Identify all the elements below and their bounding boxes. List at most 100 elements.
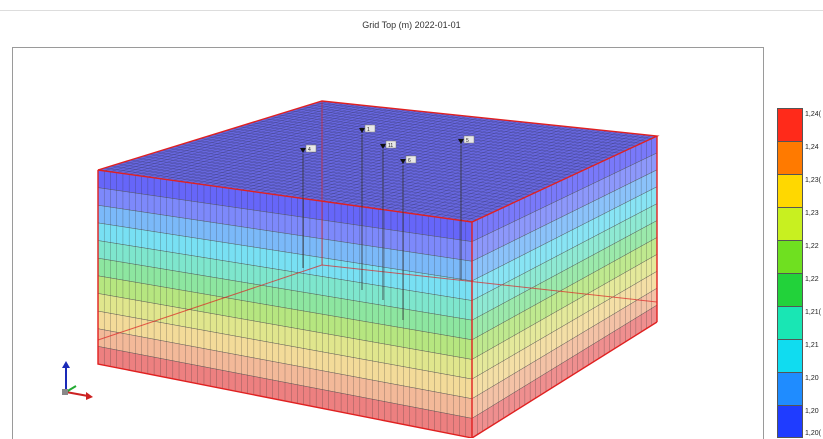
color-legend-swatch <box>777 108 803 141</box>
top-cell-line <box>104 167 478 220</box>
well-head-icon <box>300 148 306 153</box>
color-legend-tick-label: 1,22 <box>805 276 819 283</box>
x-axis <box>65 391 89 397</box>
well-head-icon <box>458 139 464 144</box>
top-cell-line <box>166 107 384 180</box>
top-cell-line <box>459 134 646 221</box>
top-cell-line <box>465 135 652 222</box>
top-cell-line <box>147 105 367 178</box>
color-legend-tick-label: 1,23 <box>805 210 819 217</box>
z-axis-arrow <box>62 361 70 368</box>
top-cell-line <box>266 116 473 194</box>
color-legend: 1,24(1,24 1,23(1,23 1,22 1,22 1,21(1,21 1,20 1… <box>777 108 821 438</box>
top-face <box>98 101 657 222</box>
color-legend-tick-label: 1,24( <box>805 111 821 118</box>
top-cell-line <box>284 118 490 197</box>
top-cell-line <box>260 116 468 193</box>
color-legend-tick-label: 1,20 <box>805 375 819 382</box>
top-cell-line <box>200 138 557 183</box>
axis-origin <box>62 389 68 395</box>
well-marker[interactable]: 4 <box>300 144 317 268</box>
top-cell-line <box>422 131 613 216</box>
color-legend-tick-label: 1,22 <box>805 243 819 250</box>
top-cell-line <box>359 125 557 207</box>
well-label: 5 <box>466 138 469 144</box>
x-axis-arrow <box>86 392 93 400</box>
top-cell-line <box>309 104 647 142</box>
top-cell-line <box>161 150 525 198</box>
top-cell-line <box>228 113 440 189</box>
top-cell-line <box>225 130 578 174</box>
axis-triad[interactable] <box>62 361 93 400</box>
top-cell-line <box>247 114 457 191</box>
well-head-icon <box>380 144 386 149</box>
well-label: 4 <box>308 147 311 153</box>
well-marker[interactable]: 1 <box>359 124 376 290</box>
top-cell-line <box>378 127 574 210</box>
top-cell-line <box>129 103 350 175</box>
well-marker[interactable]: 6 <box>400 155 417 320</box>
top-cell-line <box>257 120 605 161</box>
well-label: 11 <box>388 143 393 149</box>
top-cell-line <box>322 121 524 202</box>
wells-group: 1 4 11 6 5 <box>300 124 475 320</box>
top-cell-line <box>222 112 434 188</box>
well-label-box <box>405 155 417 164</box>
top-cell-line <box>185 109 401 183</box>
top-cell-line <box>197 110 412 185</box>
top-cell-line <box>316 121 518 201</box>
top-cell-line <box>365 125 563 208</box>
top-divider <box>0 10 823 11</box>
color-legend-swatch <box>777 240 803 273</box>
top-cell-line <box>253 115 462 192</box>
top-cell-line <box>341 123 540 204</box>
top-cell-line <box>289 110 631 149</box>
top-cell-line <box>446 133 635 219</box>
color-legend-swatch <box>777 306 803 339</box>
top-cell-line <box>272 117 479 195</box>
top-cell-line <box>136 157 504 208</box>
top-cell-line <box>403 129 596 213</box>
top-cell-line <box>372 126 568 209</box>
top-cell-line <box>135 104 356 176</box>
well-marker[interactable]: 11 <box>380 140 397 300</box>
top-cell-line <box>235 113 445 190</box>
top-cell-line <box>141 104 362 177</box>
top-cell-line <box>302 106 642 144</box>
top-cell-line <box>187 142 547 188</box>
top-cell-line <box>440 132 630 218</box>
color-legend-tick-label: 1,23( <box>805 177 821 184</box>
top-cell-line <box>178 108 395 182</box>
well-label-box <box>305 144 317 153</box>
color-legend-tick-label: 1,20( <box>805 430 821 437</box>
top-cell-line <box>297 119 501 198</box>
plot-title: Grid Top (m) 2022-01-01 <box>362 20 461 30</box>
top-cell-line <box>283 112 626 151</box>
top-cell-line <box>117 163 488 215</box>
color-legend-tick-label: 1,21( <box>805 309 821 316</box>
box-outline <box>97 100 660 438</box>
top-cell-line <box>277 114 621 154</box>
top-cell-line <box>353 124 551 206</box>
top-cell-line <box>347 124 546 205</box>
well-head-icon <box>359 128 365 133</box>
top-cell-line <box>191 109 406 184</box>
top-cell-line <box>142 156 510 205</box>
color-legend-tick-label: 1,20 <box>805 408 819 415</box>
well-label-box <box>385 140 397 149</box>
color-legend-frame <box>777 108 803 438</box>
cell-gridlines <box>104 101 652 437</box>
color-legend-swatch <box>777 174 803 207</box>
top-cell-line <box>334 123 535 204</box>
color-legend-swatch <box>777 273 803 306</box>
top-cell-line <box>219 132 573 176</box>
well-marker[interactable]: 5 <box>458 135 475 280</box>
top-cell-line <box>213 134 568 178</box>
top-cell-line <box>384 127 579 211</box>
well-label-box <box>364 124 376 133</box>
top-cell-line <box>206 136 562 181</box>
top-cell-line <box>409 130 602 214</box>
top-cell-line <box>428 131 618 217</box>
top-cell-line <box>232 128 584 171</box>
